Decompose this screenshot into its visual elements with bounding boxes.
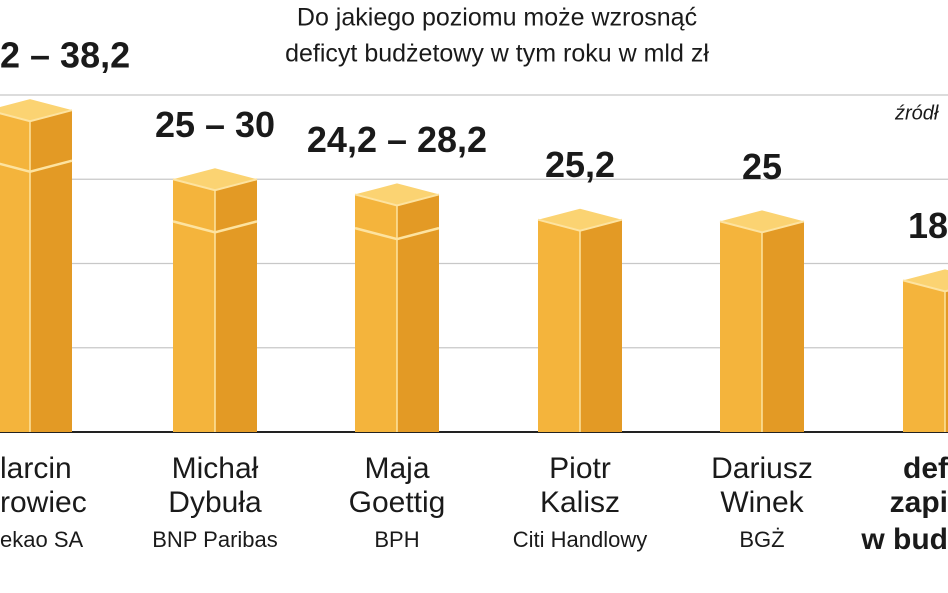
category-label: Winek xyxy=(720,486,804,519)
category-label: Piotr xyxy=(549,452,611,485)
institution-label: ekao SA xyxy=(0,527,83,552)
category-label: Dariusz xyxy=(711,452,813,485)
value-label: 25 xyxy=(742,146,782,187)
bars xyxy=(0,99,948,432)
bar-left xyxy=(538,219,580,432)
category-label: rowiec xyxy=(0,486,87,519)
bar-left xyxy=(173,179,215,432)
bar-left xyxy=(0,110,30,432)
institution-label: Citi Handlowy xyxy=(513,527,648,552)
bar-right xyxy=(945,280,948,432)
institution-label: BNP Paribas xyxy=(152,527,278,552)
category-label: zapi xyxy=(890,486,948,519)
category-label: w bud xyxy=(860,523,948,556)
value-label: 18 xyxy=(908,205,948,246)
category-label: Goettig xyxy=(349,486,446,519)
value-label: 2 – 38,2 xyxy=(0,35,130,76)
range-low xyxy=(354,226,440,241)
bar-top xyxy=(0,99,72,122)
bar-right xyxy=(215,179,257,432)
category-label: def xyxy=(903,452,948,485)
range-low xyxy=(172,220,258,234)
bar-top xyxy=(903,269,948,292)
category-label: Michał xyxy=(172,452,259,485)
bar-left xyxy=(903,280,945,432)
range-low xyxy=(0,159,73,174)
bar-right xyxy=(30,110,72,432)
institution-label: BGŻ xyxy=(739,527,784,552)
value-label: 25,2 xyxy=(545,144,615,185)
category-label: Kalisz xyxy=(540,486,620,519)
bar-right xyxy=(580,219,622,432)
bar-left xyxy=(720,221,762,432)
source: źródł xyxy=(894,102,939,124)
value-label: 25 – 30 xyxy=(155,104,275,145)
bar-right xyxy=(762,221,804,432)
chart-title: deficyt budżetowy w tym roku w mld zł xyxy=(285,40,709,68)
chart-title: Do jakiego poziomu może wzrosnąć xyxy=(297,4,697,32)
value-label: 24,2 – 28,2 xyxy=(307,119,487,160)
institution-label: BPH xyxy=(374,527,419,552)
category-label: Maja xyxy=(364,452,429,485)
category-label: larcin xyxy=(0,452,72,485)
category-label: Dybuła xyxy=(168,486,262,519)
